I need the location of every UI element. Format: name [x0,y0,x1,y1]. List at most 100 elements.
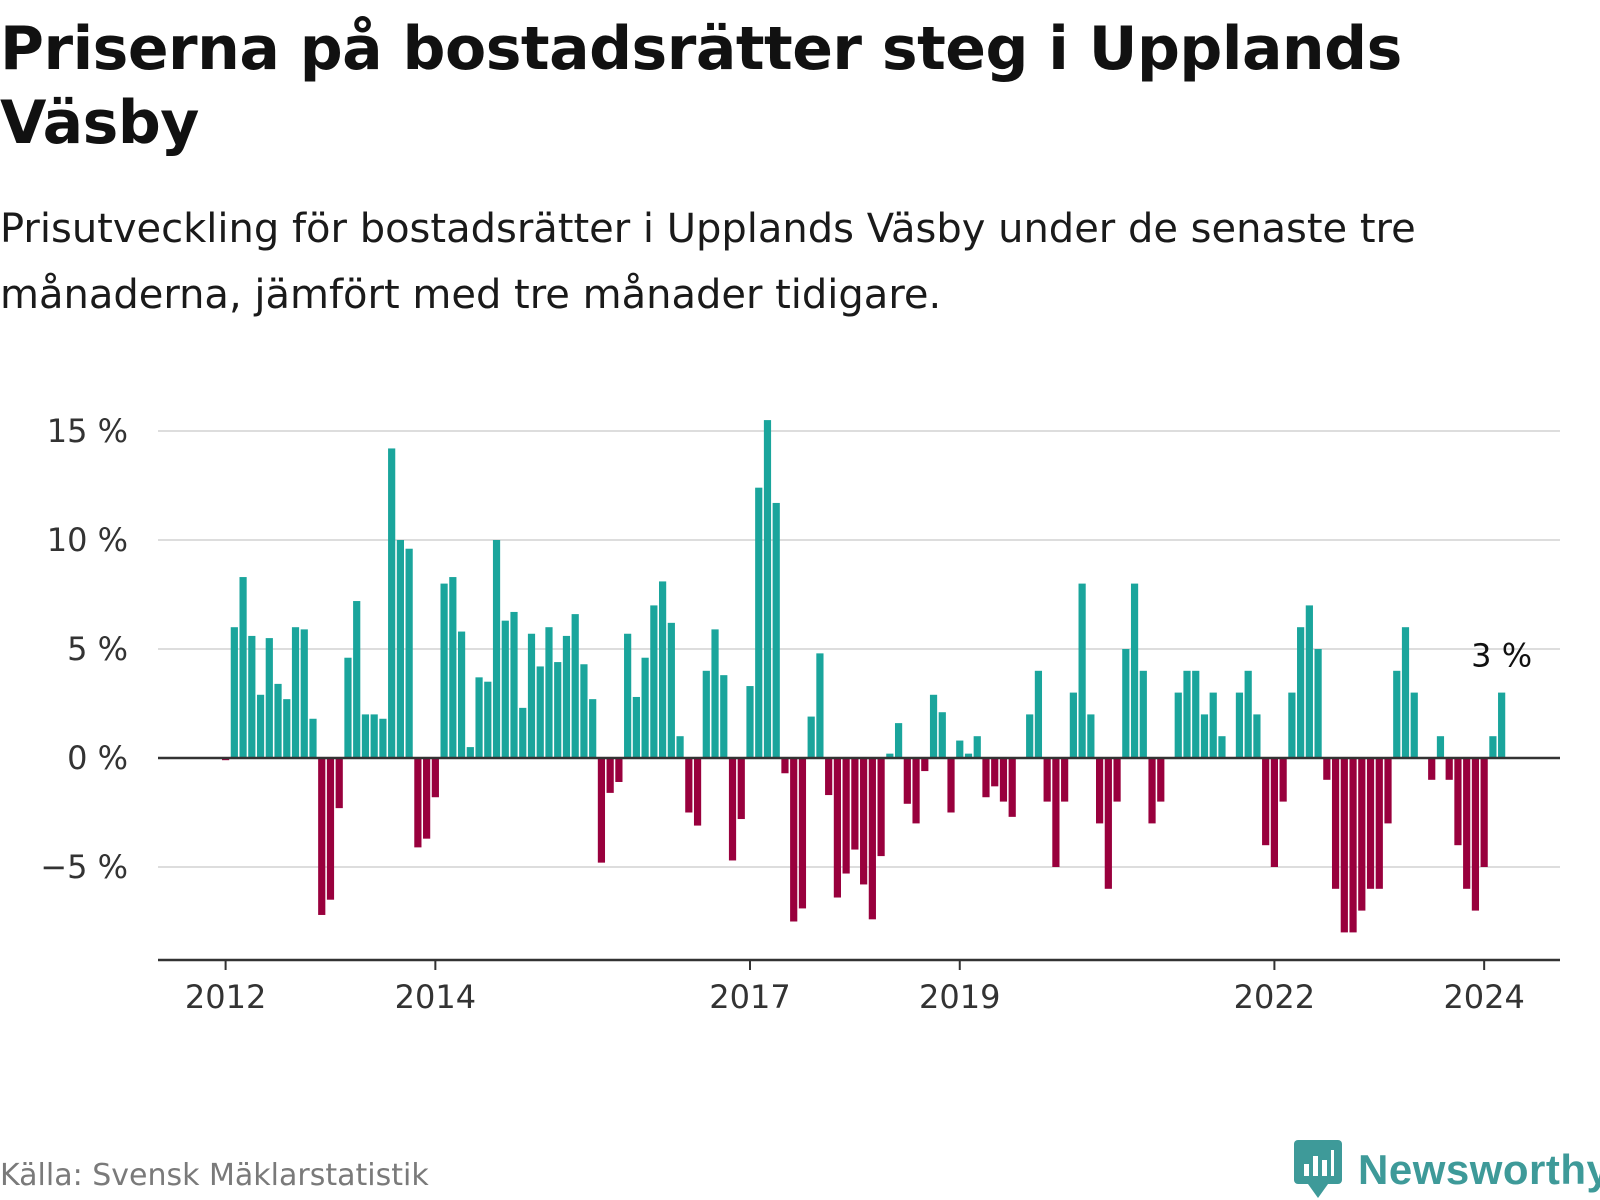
y-tick-label: 10 % [47,521,128,559]
bar [860,758,868,885]
bar [728,758,737,861]
bar [1471,758,1480,911]
bar [903,758,911,804]
bar [772,502,780,758]
bar [755,487,763,758]
bar [781,758,789,774]
bar [545,627,553,758]
bar [825,758,833,796]
x-tick-label: 2022 [1234,978,1315,1016]
bar [449,577,457,758]
logo-text: Newsworthy [1358,1146,1600,1193]
bar [842,758,850,874]
bar [938,712,946,758]
bar [492,540,501,758]
bar [807,716,815,758]
bar [685,758,693,813]
bar [335,758,343,809]
bar [641,657,649,758]
bar [1463,758,1471,889]
bar [1183,670,1191,758]
bar [361,714,370,758]
bar [624,633,632,758]
bar [1043,758,1051,802]
x-tick-label: 2024 [1443,978,1524,1016]
bar [1130,583,1139,758]
bar [816,653,824,758]
bar [1061,758,1069,802]
bar [877,758,885,857]
bar [711,629,719,758]
bar [606,758,614,793]
bar [239,577,247,758]
bar [1314,649,1322,758]
y-axis-ticks: −5 % 0 % 5 % 10 % 15 % [40,412,128,886]
x-tick-label: 2014 [395,978,476,1016]
bar [991,758,999,787]
bar [790,758,798,922]
bar [1069,692,1077,758]
bar [1157,758,1165,802]
bar [1331,758,1340,889]
bar [693,758,702,826]
bar [999,758,1008,802]
bar [1174,692,1182,758]
bar [484,681,492,758]
newsworthy-logo[interactable]: Newsworthy [1294,1140,1600,1200]
x-axis-ticks: 2012 2014 2017 2019 2022 2024 [185,960,1525,1016]
y-tick-label: 0 % [67,739,128,777]
y-tick-label: 5 % [67,630,128,668]
bar [431,758,439,798]
bar [370,714,378,758]
bar [1078,583,1086,758]
bar [929,694,938,758]
bar [1454,758,1462,846]
y-tick-label: −5 % [40,848,128,886]
bar [1279,758,1287,802]
chart-title: Priserna på bostadsrätter steg i Uppland… [0,14,1402,158]
bar [527,633,536,758]
bar [510,611,518,758]
bar [1410,692,1418,758]
bar [300,629,308,758]
bar [667,622,675,758]
last-value-label: 3 % [1471,637,1532,675]
bar [1384,758,1392,824]
bar [1349,758,1357,933]
bar [1192,670,1200,758]
bar [632,696,640,758]
bar [1113,758,1121,802]
bar [912,758,920,824]
bar [851,758,859,850]
bar [1480,758,1488,867]
bar [746,686,754,758]
bar [1262,758,1270,846]
bar [650,605,658,758]
bar [659,581,667,758]
bar [291,627,300,758]
bar [265,638,273,758]
bar [720,675,728,758]
bar [1428,758,1436,780]
bar [274,683,282,758]
bar [597,758,606,863]
bar [379,718,387,758]
bar [256,694,265,758]
bar [1375,758,1383,889]
bar [615,758,623,782]
bar [1393,670,1401,758]
bar [921,758,929,772]
bar [1401,627,1410,758]
bar [475,677,483,758]
chat-bars-icon [1294,1140,1342,1198]
bar [1253,714,1261,758]
bar [1209,692,1217,758]
y-tick-label: 15 % [47,412,128,450]
x-tick-label: 2019 [919,978,1000,1016]
bar [309,718,317,758]
bar [589,699,597,758]
bar [1436,736,1445,758]
bar [1200,714,1209,758]
bar [1104,758,1112,889]
bar [248,635,256,758]
